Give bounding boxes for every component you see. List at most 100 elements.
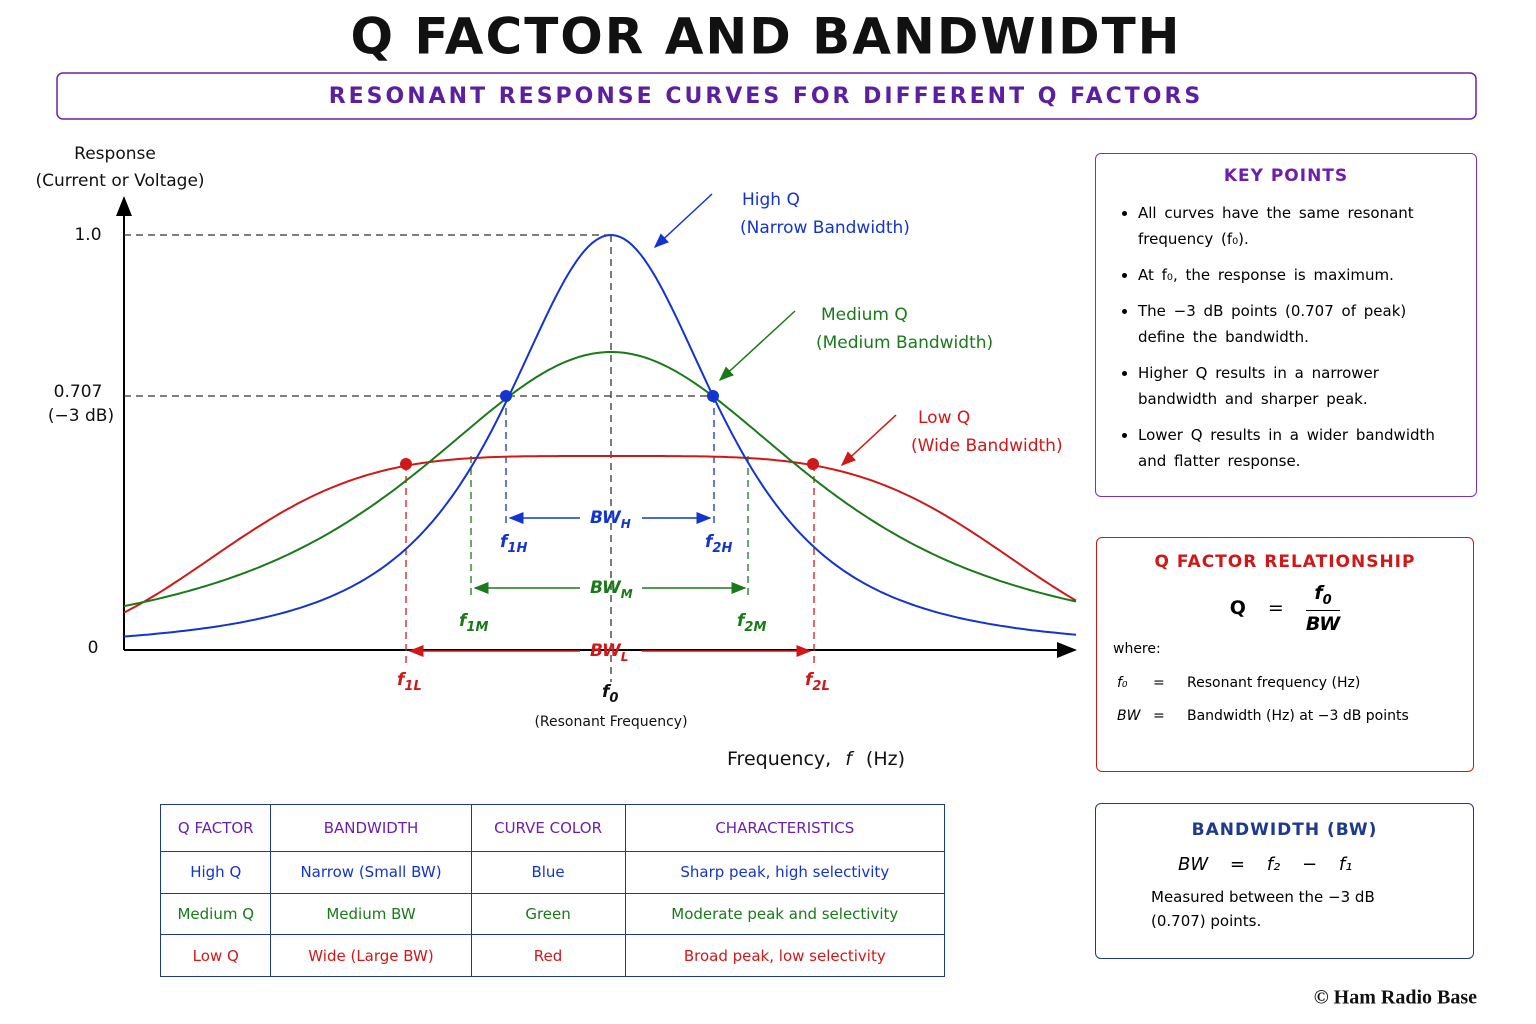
text: Bandwidth (Hz) at −3 dB points bbox=[1187, 707, 1409, 724]
numerator: f0 bbox=[1306, 582, 1340, 611]
curve-name: Medium Q bbox=[821, 305, 908, 325]
key-points-title: KEY POINTS bbox=[1223, 166, 1349, 186]
f0-label: f0 bbox=[602, 682, 618, 706]
symbol: f bbox=[805, 670, 815, 690]
medium-q-curve bbox=[123, 351, 1077, 608]
bandwidth-description: Measured between the −3 dB (0.707) point… bbox=[1151, 888, 1375, 930]
header-cell: CURVE COLOR bbox=[470, 804, 626, 852]
cell: Medium BW bbox=[270, 892, 472, 936]
definitions: f₀ = Resonant frequency (Hz) BW = Bandwidth … bbox=[1117, 667, 1453, 733]
cutoff-point bbox=[707, 390, 719, 402]
curve-note: (Narrow Bandwidth) bbox=[740, 218, 910, 238]
y-label: (−3 dB) bbox=[48, 406, 114, 426]
definition: BW = Bandwidth (Hz) at −3 dB points bbox=[1117, 700, 1453, 733]
bandwidth-box: BANDWIDTH (BW) BW = f₂ − f₁ Measured bet… bbox=[1095, 803, 1474, 959]
cell: Sharp peak, high selectivity bbox=[624, 851, 946, 894]
y-axis-label: (Current or Voltage) bbox=[35, 171, 204, 191]
f-label: f1M bbox=[459, 611, 488, 635]
header-cell: CHARACTERISTICS bbox=[624, 804, 946, 852]
f-label: f1L bbox=[397, 670, 422, 694]
annotation-arrow bbox=[718, 310, 796, 382]
symbol: f bbox=[737, 611, 747, 631]
frequency-labels: f1H f2H f1M f2M f1L f2L f0 bbox=[397, 532, 830, 706]
unit: (Hz) bbox=[866, 748, 905, 770]
denominator: BW bbox=[1305, 612, 1341, 635]
bw-label: BWH bbox=[590, 508, 631, 531]
f0-caption: (Resonant Frequency) bbox=[534, 714, 687, 730]
f-label: f2L bbox=[805, 670, 830, 694]
q-fraction: f0 BW bbox=[1306, 582, 1340, 635]
y-label: 1.0 bbox=[74, 225, 101, 245]
symbol: BW bbox=[1117, 707, 1141, 724]
term: f₁ bbox=[1338, 854, 1353, 875]
key-points: KEY POINTS All curves have the same reso… bbox=[1095, 153, 1477, 497]
cell: Narrow (Small BW) bbox=[270, 851, 472, 894]
cutoff-lines bbox=[405, 396, 815, 668]
term: f₂ bbox=[1266, 854, 1281, 875]
symbol: BW bbox=[590, 641, 622, 661]
bw-label: BWM bbox=[590, 578, 633, 601]
bw-label: BWL bbox=[590, 641, 628, 664]
row: Medium Q Medium BW Green Moderate peak and … bbox=[159, 892, 946, 936]
symbol: f bbox=[459, 611, 469, 631]
annotation-arrow bbox=[653, 193, 713, 249]
curve-note: (Medium Bandwidth) bbox=[816, 333, 993, 353]
curve-note: (Wide Bandwidth) bbox=[911, 436, 1063, 456]
subscript: 1H bbox=[507, 541, 527, 556]
header-cell: Q FACTOR bbox=[159, 804, 272, 852]
symbol: BW bbox=[590, 578, 622, 598]
subscript: 2L bbox=[812, 679, 829, 694]
subscript: 1M bbox=[466, 620, 488, 635]
symbol: f bbox=[500, 532, 510, 552]
eq: = bbox=[1153, 674, 1165, 691]
eq: = bbox=[1153, 707, 1165, 724]
title: Q FACTOR AND BANDWIDTH bbox=[350, 8, 1181, 66]
footer: © Ham Radio Base bbox=[1314, 987, 1477, 1009]
subscript: 2M bbox=[744, 620, 766, 635]
symbol: BW bbox=[590, 508, 622, 528]
q-formula: Q = f0 BW bbox=[1117, 582, 1453, 635]
subscript: 0 bbox=[609, 691, 618, 706]
q-title: Q FACTOR RELATIONSHIP bbox=[1154, 552, 1416, 572]
y-label: 0.707 bbox=[54, 382, 103, 402]
key-point: The −3 dB points (0.707 of peak) define … bbox=[1138, 298, 1458, 350]
label: Frequency, bbox=[727, 748, 831, 770]
high-q-curve bbox=[123, 233, 1077, 638]
subscript: 2H bbox=[712, 541, 732, 556]
cutoff-point bbox=[400, 458, 412, 470]
symbol: f bbox=[845, 748, 855, 770]
cell: Low Q bbox=[159, 934, 272, 977]
symbol: f₀ bbox=[1117, 674, 1128, 691]
f-label: f2H bbox=[705, 532, 732, 556]
cell: Blue bbox=[470, 851, 626, 894]
key-point: At f₀, the response is maximum. bbox=[1138, 262, 1458, 288]
subscript: M bbox=[621, 587, 633, 601]
cell: Broad peak, low selectivity bbox=[624, 934, 946, 977]
q-eq: = bbox=[1267, 597, 1284, 620]
cell: Moderate peak and selectivity bbox=[624, 892, 946, 936]
header-cell: BANDWIDTH bbox=[270, 804, 472, 852]
term: = bbox=[1229, 854, 1245, 875]
bandwidth-title: BANDWIDTH (BW) bbox=[1191, 820, 1378, 840]
key-point: Lower Q results in a wider bandwidth and… bbox=[1138, 422, 1458, 474]
subtitle: RESONANT RESPONSE CURVES FOR DIFFERENT Q… bbox=[329, 84, 1204, 109]
q-relationship: Q FACTOR RELATIONSHIP Q = f0 BW where: f… bbox=[1096, 537, 1474, 772]
cell: High Q bbox=[159, 851, 272, 894]
subscript: 1L bbox=[404, 679, 421, 694]
summary-table: Q FACTOR BANDWIDTH CURVE COLOR CHARACTERIST… bbox=[159, 804, 946, 977]
annotation-arrow bbox=[840, 414, 897, 467]
symbol: f bbox=[602, 682, 612, 702]
symbol: f bbox=[705, 532, 715, 552]
header-row: Q FACTOR BANDWIDTH CURVE COLOR CHARACTERIST… bbox=[159, 804, 946, 852]
subtitle-box bbox=[56, 72, 1477, 120]
curve-name: Low Q bbox=[918, 408, 970, 428]
y-label: 0 bbox=[88, 638, 99, 658]
text: Resonant frequency (Hz) bbox=[1187, 674, 1361, 691]
cell: Green bbox=[470, 892, 626, 936]
symbol: f bbox=[1314, 582, 1323, 604]
term: BW bbox=[1178, 854, 1209, 875]
f-label: f1H bbox=[500, 532, 527, 556]
subscript: H bbox=[621, 517, 631, 531]
